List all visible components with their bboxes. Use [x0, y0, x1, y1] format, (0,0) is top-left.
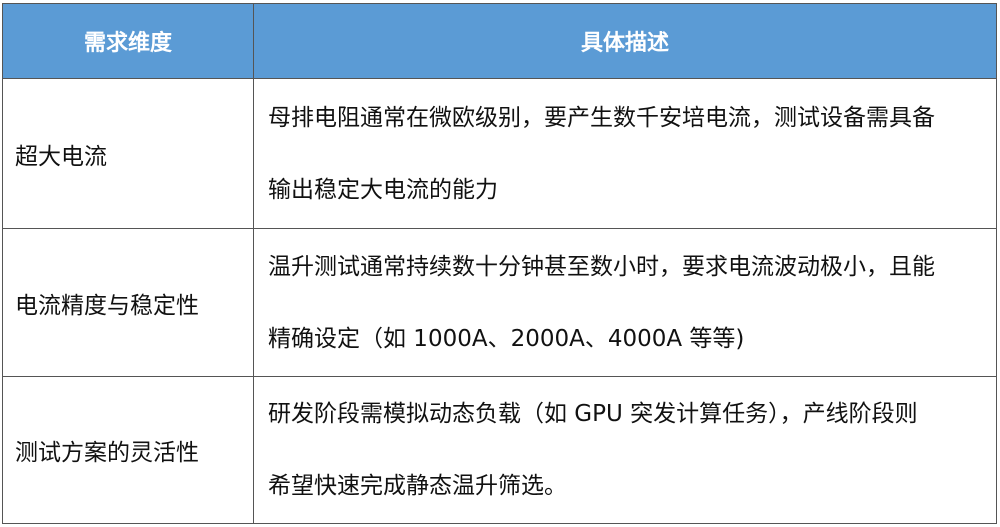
table-row: 超大电流 母排电阻通常在微欧级别，要产生数千安培电流，测试设备需具备 输出稳定大…: [2, 78, 997, 229]
description-cell: 研发阶段需模拟动态负载（如 GPU 突发计算任务），产线阶段则 希望快速完成静态…: [253, 376, 997, 524]
description-line: 研发阶段需模拟动态负载（如 GPU 突发计算任务），产线阶段则: [268, 401, 918, 427]
header-description: 具体描述: [253, 3, 997, 79]
description-line: 输出稳定大电流的能力: [268, 176, 498, 203]
table-header-row: 需求维度 具体描述: [2, 3, 997, 79]
dimension-cell: 超大电流: [2, 78, 254, 229]
description-line: 精确设定（如 1000A、2000A、4000A 等等): [268, 325, 745, 352]
description-line: 希望快速完成静态温升筛选。: [268, 473, 567, 499]
table-row: 电流精度与稳定性 温升测试通常持续数十分钟甚至数小时，要求电流波动极小，且能 精…: [2, 228, 997, 377]
description-line: 温升测试通常持续数十分钟甚至数小时，要求电流波动极小，且能: [268, 253, 935, 280]
dimension-cell: 测试方案的灵活性: [2, 376, 254, 524]
description-cell: 温升测试通常持续数十分钟甚至数小时，要求电流波动极小，且能 精确设定（如 100…: [253, 228, 997, 377]
requirements-table: 需求维度 具体描述 超大电流 母排电阻通常在微欧级别，要产生数千安培电流，测试设…: [2, 3, 997, 524]
table-row: 测试方案的灵活性 研发阶段需模拟动态负载（如 GPU 突发计算任务），产线阶段则…: [2, 376, 997, 524]
description-cell: 母排电阻通常在微欧级别，要产生数千安培电流，测试设备需具备 输出稳定大电流的能力: [253, 78, 997, 229]
dimension-cell: 电流精度与稳定性: [2, 228, 254, 377]
header-dimension: 需求维度: [2, 3, 254, 79]
description-line: 母排电阻通常在微欧级别，要产生数千安培电流，测试设备需具备: [268, 104, 935, 131]
